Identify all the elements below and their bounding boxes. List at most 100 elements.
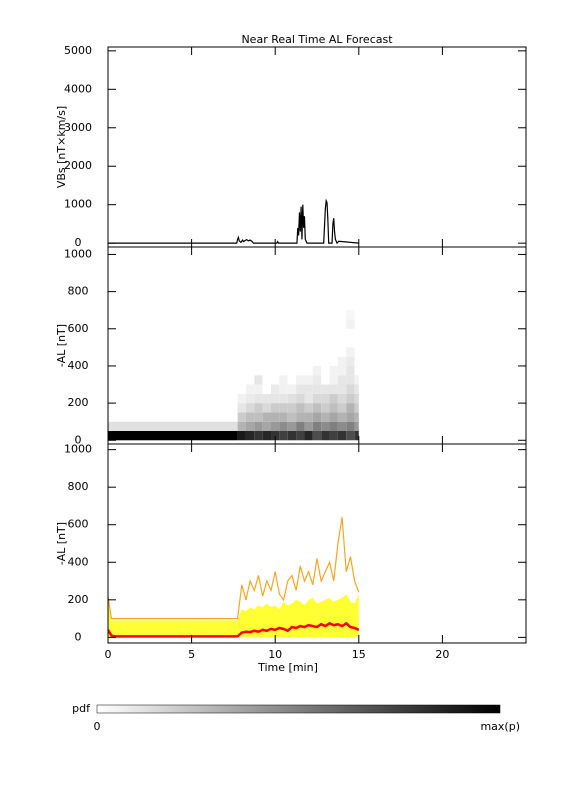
heatmap-cell (271, 430, 280, 441)
heatmap-cell (279, 365, 288, 376)
heatmap-cell (254, 310, 263, 320)
y-tick-label: 200 (68, 396, 89, 409)
heatmap-cell (337, 310, 347, 320)
heatmap-cell (337, 328, 347, 339)
heatmap-cell (108, 384, 238, 394)
heatmap-cell (279, 328, 288, 339)
plot-frame (107, 46, 527, 248)
heatmap-cell (279, 338, 288, 348)
heatmap-cell (296, 347, 305, 357)
heatmap-cell (304, 375, 313, 385)
heatmap-cell (262, 375, 272, 385)
heatmap-cell (262, 338, 272, 348)
x-tick-label: 20 (435, 648, 449, 661)
heatmap-cell (304, 310, 313, 320)
heatmap-cell (337, 338, 347, 348)
heatmap-cell (304, 412, 313, 422)
y-tick-label: 800 (68, 285, 89, 298)
heatmap-cell (108, 412, 238, 422)
heatmap-cell (346, 310, 355, 320)
heatmap-cell (287, 403, 297, 413)
heatmap-cell (346, 430, 355, 441)
heatmap-cell (237, 319, 246, 329)
heatmap-cell (321, 421, 330, 431)
heatmap-cell (237, 393, 246, 404)
heatmap-cell (245, 375, 255, 385)
heatmap-cell (245, 421, 255, 431)
heatmap-cell (245, 328, 255, 339)
colorbar (96, 704, 501, 714)
colorbar-label: pdf (72, 702, 91, 715)
heatmap-cell (304, 319, 313, 329)
heatmap-cell (329, 347, 338, 357)
heatmap-cell (354, 319, 359, 329)
heatmap-cell (312, 393, 322, 404)
heatmap-cell (287, 384, 297, 394)
colorbar-max: max(p) (480, 720, 520, 733)
heatmap-cell (296, 328, 305, 339)
heatmap-cell (237, 412, 246, 422)
heatmap-cell (271, 310, 280, 320)
heatmap-cell (287, 375, 297, 385)
heatmap-cell (296, 338, 305, 348)
heatmap-cell (321, 356, 330, 366)
heatmap-cell (245, 384, 255, 394)
x-tick-label: 0 (105, 648, 112, 661)
heatmap-cell (254, 430, 263, 441)
heatmap-cell (279, 356, 288, 366)
y-tick-label: 400 (68, 359, 89, 372)
heatmap-cell (254, 338, 263, 348)
heatmap-cell (304, 430, 313, 441)
y-tick-label: 0 (75, 630, 82, 643)
heatmap-cell (262, 384, 272, 394)
heatmap-cell (329, 403, 338, 413)
line (108, 198, 359, 245)
heatmap-cell (262, 328, 272, 339)
heatmap-cell (262, 347, 272, 357)
heatmap-cell (346, 365, 355, 376)
heatmap-cell (337, 347, 347, 357)
heatmap-cell (287, 347, 297, 357)
y-tick-label: 600 (68, 518, 89, 531)
y-tick-label: 1000 (64, 247, 92, 260)
heatmap-cell (245, 403, 255, 413)
y-tick-label: 1000 (64, 198, 92, 211)
heatmap-cell (312, 328, 322, 339)
heatmap-cell (329, 338, 338, 348)
heatmap-cell (271, 403, 280, 413)
heatmap-cell (329, 393, 338, 404)
y-tick-label: 0 (75, 433, 82, 446)
y-tick-label: 4000 (64, 82, 92, 95)
heatmap-cell (346, 384, 355, 394)
heatmap-cell (108, 365, 238, 376)
heatmap-cell (279, 384, 288, 394)
heatmap-cell (262, 393, 272, 404)
heatmap-cell (321, 393, 330, 404)
heatmap-cell (108, 328, 238, 339)
heatmap-cell (346, 412, 355, 422)
heatmap-cell (108, 310, 238, 320)
heatmap-cell (279, 375, 288, 385)
heatmap-cell (237, 310, 246, 320)
heatmap-cell (354, 430, 359, 441)
heatmap-cell (237, 347, 246, 357)
heatmap-cell (354, 421, 359, 431)
heatmap-cell (245, 310, 255, 320)
heatmap-cell (245, 356, 255, 366)
heatmap-cell (304, 338, 313, 348)
heatmap-cell (312, 375, 322, 385)
heatmap-cell (279, 412, 288, 422)
y-tick-label: 0 (75, 236, 82, 249)
x-tick-label: 15 (352, 648, 366, 661)
heatmap-cell (271, 393, 280, 404)
heatmap-cell (312, 356, 322, 366)
y-tick-label: 1000 (64, 443, 92, 456)
heatmap-cell (354, 338, 359, 348)
heatmap-cell (312, 430, 322, 441)
heatmap-cell (337, 412, 347, 422)
x-tick-label: 5 (188, 648, 195, 661)
heatmap-cell (287, 365, 297, 376)
heatmap-cell (262, 412, 272, 422)
line (108, 621, 360, 638)
heatmap-cell (337, 421, 347, 431)
